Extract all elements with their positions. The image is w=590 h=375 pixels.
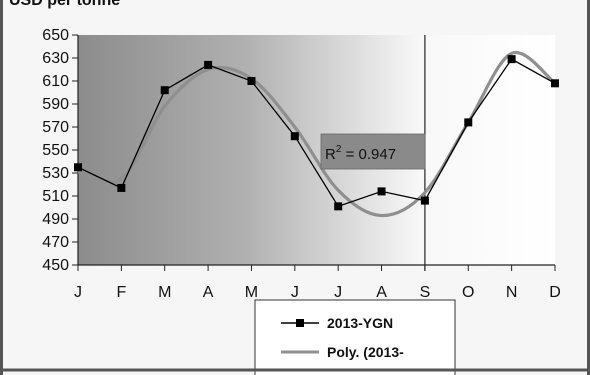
x-tick-label: J [334,284,342,301]
data-point-s-8 [420,196,429,205]
x-tick-label: F [116,284,126,301]
y-tick-label: 550 [42,142,69,159]
line-chart: 650 630 610 590 570 550 530 510 490 470 450 J F M A M J J… [3,27,590,375]
axes: 650 630 610 590 570 550 530 510 490 470 450 J F M A M J J… [42,27,560,301]
x-tick-label: N [506,284,518,301]
data-point-j-6 [334,202,343,211]
y-tick-label: 450 [42,257,69,274]
y-tick-label: 630 [42,50,69,67]
x-tick-label: M [158,284,171,301]
legend-label-2013-ygn: 2013-YGN [327,315,393,331]
data-point-a-3 [204,60,213,69]
x-tick-label: J [74,284,82,301]
legend-marker-2013-ygn [296,319,304,327]
data-point-n-10 [507,55,516,64]
x-tick-label: M [245,284,258,301]
y-tick-label: 530 [42,165,69,182]
data-point-f-1 [117,183,126,192]
y-tick-label: 570 [42,119,69,136]
legend-label-trendline: Poly. (2013- [327,344,404,360]
y-tick-label: 470 [42,234,69,251]
series-line-2013-ygn [77,58,556,208]
data-point-o-9 [464,118,473,127]
data-point-j-5 [290,132,299,141]
r-squared-box [320,133,426,170]
x-tick-label: A [376,284,387,301]
y-tick-label: 590 [42,96,69,113]
plot-area [78,35,555,265]
y-tick-label: 610 [42,73,69,90]
x-tick-label: O [462,284,474,301]
y-tick-label: 510 [42,188,69,205]
x-tick-label: S [420,284,431,301]
r-squared-label: R2 = 0.947 [325,144,396,163]
r-squared-value: = 0.947 [341,146,396,163]
y-tick-label: 490 [42,211,69,228]
y-tick-label: 650 [42,27,69,44]
x-tick-label: A [203,284,214,301]
legend-box [254,299,456,375]
r-squared-superscript: 2 [336,144,342,155]
x-tick-label: J [291,284,299,301]
annotation-layer: R2 = 0.947 [320,133,426,170]
data-point-a-7 [377,187,386,196]
series-layer [74,51,559,218]
data-point-m-4 [247,77,256,85]
unit-label: USD per tonne [9,0,121,9]
r-squared-prefix: R [325,146,336,163]
series-trendline [77,51,557,218]
data-point-j-0 [74,163,82,172]
data-point-d-11 [551,79,559,88]
data-point-m-2 [160,86,169,95]
legend: 2013-YGN Poly. (2013- [3,299,590,375]
x-tick-label: D [549,284,561,301]
